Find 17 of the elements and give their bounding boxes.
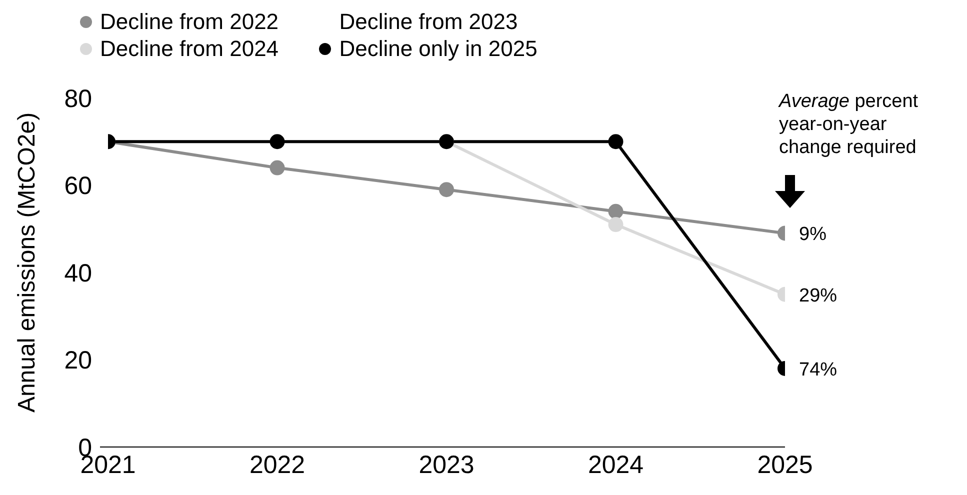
legend-label: Decline from 2024 <box>100 35 279 62</box>
annotation: 74% <box>799 359 838 380</box>
text: Decline from 2023 <box>339 8 518 35</box>
annotation: Average percent year-on-year change required <box>779 90 920 159</box>
annotation: 9% <box>799 224 827 246</box>
y-tick-label: 20 <box>64 346 92 375</box>
y-tick-label: 80 <box>64 84 92 113</box>
x-tick-label: 2022 <box>249 450 306 479</box>
y-axis-title: Annual emissions (MtCO2e) <box>13 112 40 413</box>
legend-label: Decline only in 2025 <box>339 35 538 62</box>
annotation: 29% <box>799 285 838 306</box>
x-tick-label: 2024 <box>588 450 644 479</box>
x-tick-label: 2023 <box>418 450 474 479</box>
x-tick-label: 2025 <box>757 450 813 479</box>
legend-label: Decline from 2022 <box>100 8 279 35</box>
y-tick-label: 60 <box>64 172 92 200</box>
y-tick-label: 40 <box>64 259 92 288</box>
